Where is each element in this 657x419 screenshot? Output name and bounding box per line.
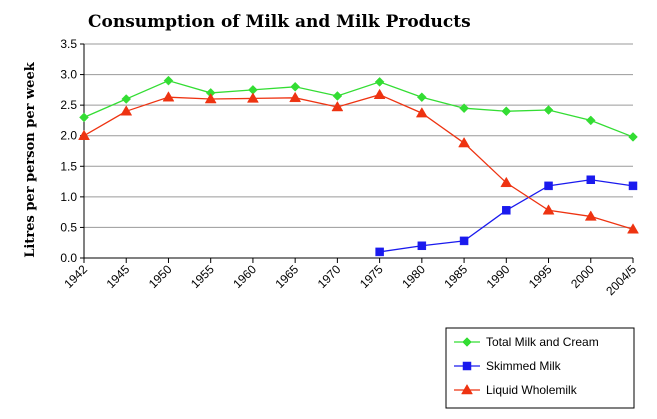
data-point <box>584 210 597 221</box>
data-point <box>628 132 638 142</box>
data-point <box>586 175 596 184</box>
data-point <box>500 176 513 188</box>
x-tick-label: 1995 <box>526 262 555 291</box>
legend-label: Liquid Wholemilk <box>486 383 578 397</box>
grid-lines <box>84 43 633 228</box>
data-point <box>458 137 471 148</box>
data-point <box>162 91 175 102</box>
data-point <box>627 223 639 234</box>
axes <box>80 43 634 263</box>
y-tick-label: 0.5 <box>60 220 77 234</box>
data-point <box>585 115 596 126</box>
legend-label: Skimmed Milk <box>486 359 562 373</box>
data-point <box>290 81 301 92</box>
x-tick-labels: 1942 1945 1950 1955 1960 1965 1970 1975 1980 1985… <box>61 262 639 298</box>
series-line <box>83 79 634 138</box>
data-point <box>163 75 174 86</box>
y-tick-label: 2.5 <box>60 98 77 112</box>
x-tick-label: 1942 <box>61 262 90 291</box>
series-0 <box>79 75 638 142</box>
series-lines <box>78 75 639 257</box>
x-tick-label: 1970 <box>315 262 344 291</box>
data-point <box>501 106 512 117</box>
y-tick-label: 3.0 <box>60 68 77 82</box>
y-tick-label: 1.5 <box>60 159 77 173</box>
chart-title: Consumption of Milk and Milk Products <box>88 12 471 32</box>
data-point <box>459 103 469 114</box>
legend: Total Milk and Cream Skimmed Milk Liquid W… <box>445 327 635 409</box>
series-2 <box>78 88 639 234</box>
y-tick-label: 1.0 <box>60 190 77 204</box>
data-point <box>121 94 132 104</box>
x-tick-label: 1975 <box>357 262 386 291</box>
data-point <box>417 241 427 251</box>
data-point <box>204 93 217 104</box>
legend-marker <box>462 337 472 347</box>
data-point <box>332 91 343 101</box>
legend-label: Total Milk and Cream <box>486 335 599 349</box>
data-point <box>416 92 427 103</box>
data-point <box>246 92 259 103</box>
data-point <box>544 181 553 191</box>
x-tick-label: 1960 <box>230 262 259 291</box>
data-point <box>289 91 302 103</box>
x-tick-label: 1990 <box>484 262 513 291</box>
x-tick-label: 1945 <box>104 262 133 291</box>
data-point <box>543 105 554 115</box>
data-point <box>542 204 555 215</box>
series-1 <box>375 175 638 257</box>
data-point <box>628 181 638 191</box>
legend-item-1: Skimmed Milk <box>454 359 562 373</box>
y-tick-label: 2.0 <box>60 129 77 143</box>
legend-marker <box>461 384 473 395</box>
data-point <box>459 236 469 246</box>
x-tick-label: 2000 <box>568 262 597 291</box>
data-point <box>79 112 89 123</box>
y-axis-label: Litres per person per week <box>23 61 38 257</box>
y-tick-labels: 0.0 0.5 1.0 1.5 2.0 2.5 3.0 3.5 <box>60 37 77 265</box>
legend-item-0: Total Milk and Cream <box>454 335 599 349</box>
data-point <box>374 77 385 87</box>
x-tick-label: 1985 <box>441 262 470 291</box>
x-tick-label: 1980 <box>399 262 428 291</box>
data-point <box>373 88 386 99</box>
data-point <box>502 206 511 215</box>
data-point <box>375 247 384 257</box>
x-tick-label: 1955 <box>188 262 217 291</box>
data-point <box>120 105 133 116</box>
x-tick-label: 1965 <box>272 262 301 291</box>
legend-box <box>445 327 635 409</box>
data-point <box>415 107 428 118</box>
legend-item-2: Liquid Wholemilk <box>454 383 578 397</box>
legend-marker <box>462 361 472 371</box>
series-line <box>83 94 634 230</box>
series-line <box>379 179 634 253</box>
y-tick-label: 3.5 <box>60 37 77 51</box>
x-tick-label: 1950 <box>146 262 175 291</box>
data-point <box>331 100 344 112</box>
y-tick-label: 0.0 <box>60 251 77 265</box>
x-tick-label: 2004/5 <box>603 262 639 298</box>
data-point <box>78 129 90 140</box>
